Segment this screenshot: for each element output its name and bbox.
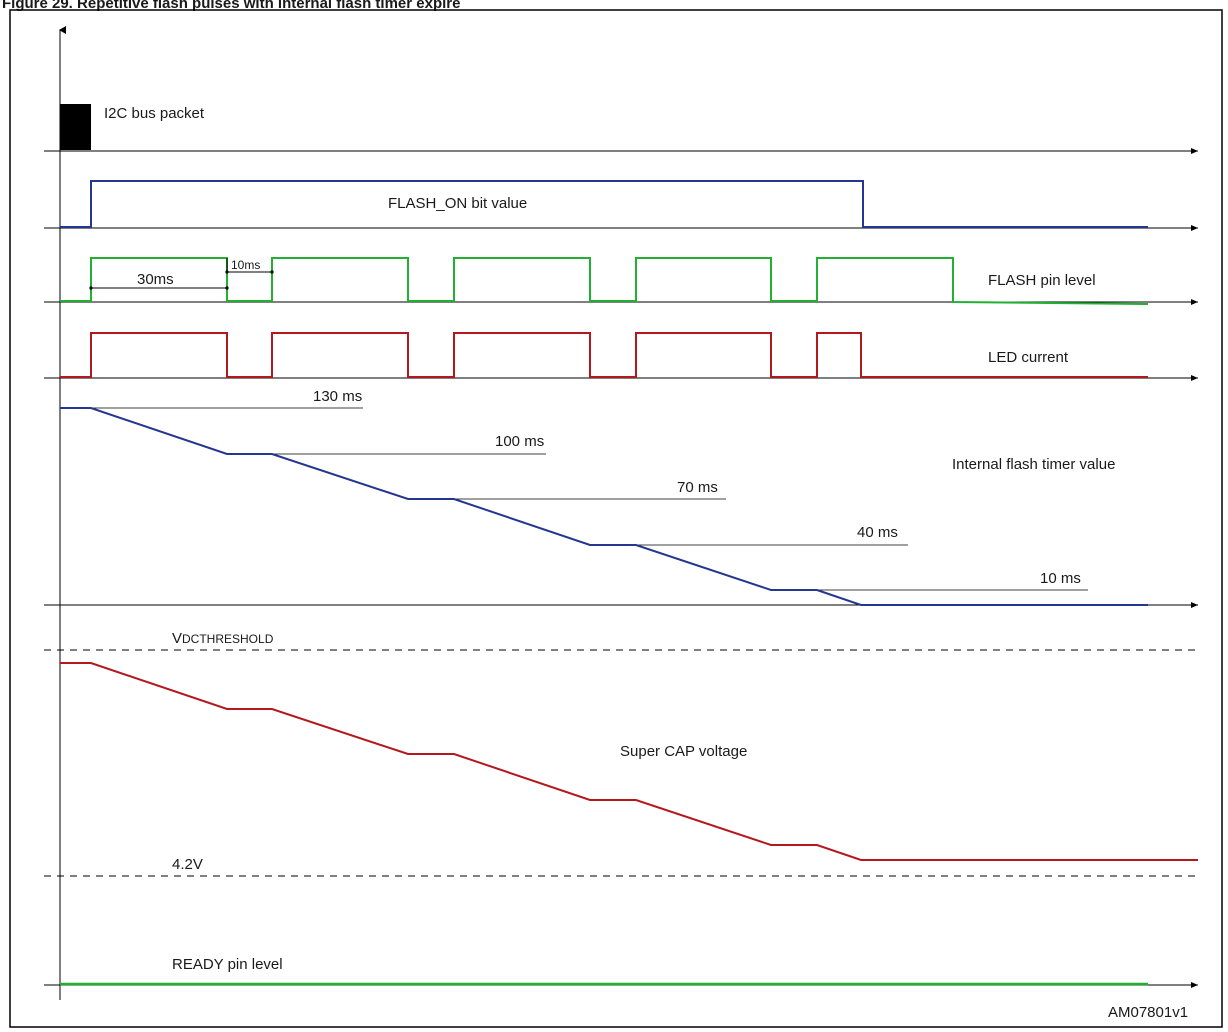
supercap-waveform (60, 662, 1198, 861)
figure-title: Figure 29. Repetitive flash pulses with … (2, 0, 460, 12)
led-current-waveform (60, 332, 1148, 378)
timer-value-10: 10 ms (1040, 570, 1081, 587)
pulse-width-label: 30ms (137, 271, 174, 288)
min-voltage-label: 4.2V (172, 856, 203, 873)
i2c-packet-block (60, 104, 91, 150)
timer-value-70: 70 ms (677, 479, 718, 496)
figure-frame (9, 9, 1223, 1028)
timer-waveform (60, 407, 1148, 606)
timer-value-40: 40 ms (857, 524, 898, 541)
timer-label: Internal flash timer value (952, 456, 1115, 473)
i2c-label: I2C bus packet (104, 105, 205, 122)
vdc-threshold-label: VDCTHRESHOLD (172, 630, 274, 647)
led-current-label: LED current (988, 349, 1069, 366)
timer-value-100: 100 ms (495, 433, 544, 450)
flash-on-waveform (60, 180, 1148, 228)
flash-pin-waveform (60, 257, 1149, 305)
figure-ref: AM07801v1 (1108, 1004, 1188, 1021)
supercap-label: Super CAP voltage (620, 743, 747, 760)
ready-label: READY pin level (172, 956, 283, 973)
timer-value-130: 130 ms (313, 388, 362, 405)
pulse-gap-label: 10ms (231, 258, 260, 272)
flash-pin-label: FLASH pin level (988, 272, 1096, 289)
flash-on-label: FLASH_ON bit value (388, 195, 527, 212)
